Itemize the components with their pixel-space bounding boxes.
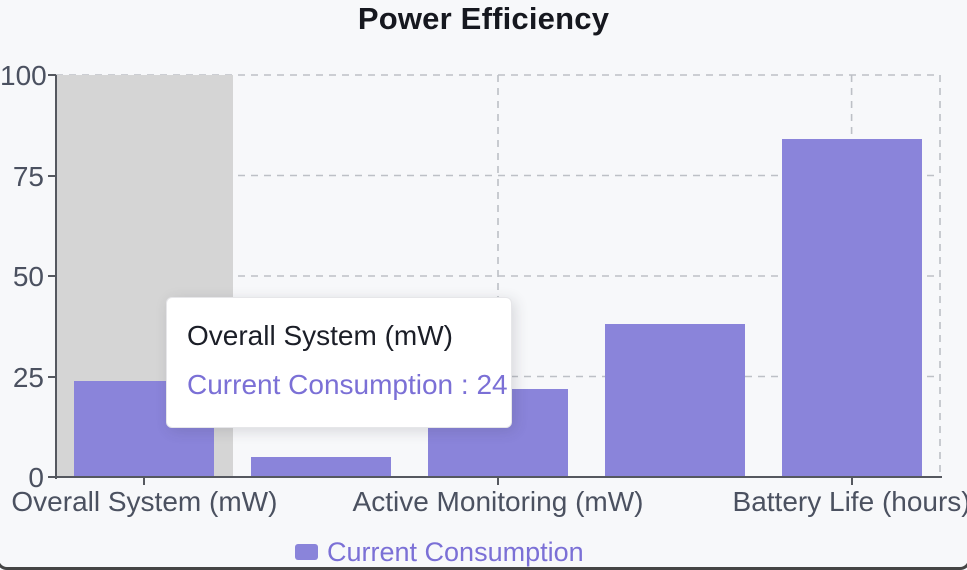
x-axis-tick (143, 477, 146, 485)
x-axis-label: Active Monitoring (mW) (352, 486, 644, 517)
tooltip-title: Overall System (mW) (187, 320, 453, 351)
bar-slot-2[interactable] (251, 456, 392, 477)
tooltip: Overall System (mW) Current Consumption … (166, 297, 512, 428)
chart-title: Power Efficiency (357, 1, 610, 36)
tooltip-value-line: Current Consumption : 24 (187, 368, 508, 402)
bar-slot-5[interactable] (781, 139, 922, 477)
tooltip-series-label: Current Consumption (187, 369, 454, 400)
x-axis-line (50, 476, 942, 478)
y-axis-label: 50 (12, 261, 44, 292)
legend-label: Current Consumption (327, 537, 584, 567)
y-axis-label: 25 (12, 361, 44, 393)
x-axis-tick (850, 477, 853, 485)
y-axis-tick (48, 174, 56, 177)
tooltip-separator: : (453, 369, 477, 400)
legend-item-current-consumption[interactable]: Current Consumption (295, 537, 584, 567)
bar-slot-4[interactable] (604, 324, 745, 477)
x-axis-label: Battery Life (hours) (732, 486, 967, 517)
x-axis-label: Overall System (mW) (11, 486, 278, 517)
x-axis-tick (497, 477, 499, 485)
y-axis-label: 75 (12, 160, 44, 192)
legend-swatch (295, 544, 318, 560)
y-axis-tick (48, 476, 56, 478)
y-axis-tick (48, 74, 56, 76)
y-axis-label: 100 (0, 60, 47, 91)
y-axis-tick (48, 375, 56, 378)
y-axis-tick (48, 275, 56, 277)
y-axis-line (55, 75, 57, 479)
tooltip-value: 24 (476, 369, 508, 400)
y-axis-label: 0 (28, 462, 44, 493)
